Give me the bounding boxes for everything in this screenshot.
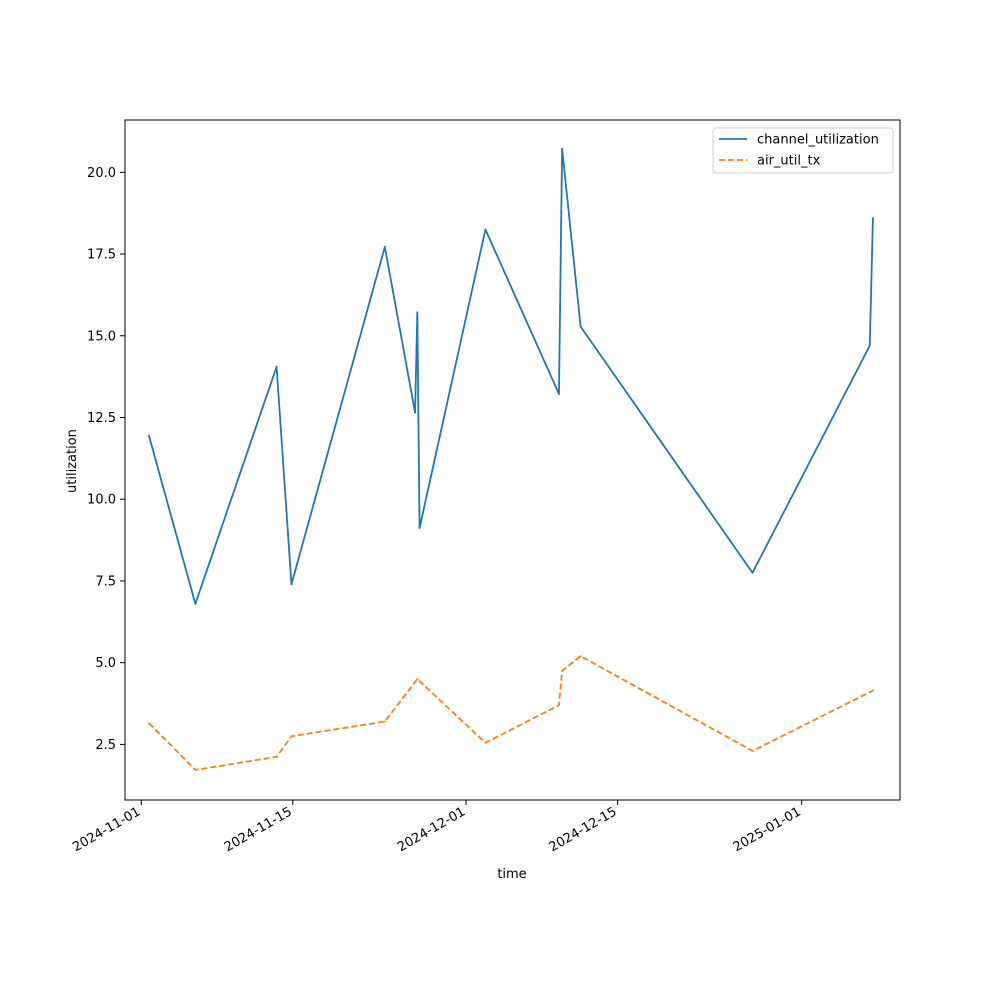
data-point-channel_utilization-9	[558, 393, 560, 395]
data-point-channel_utilization-2	[275, 365, 278, 368]
y-tick-label-7: 20.0	[87, 166, 116, 181]
legend: channel_utilization air_util_tx	[712, 127, 894, 174]
data-point-air_util_tx-11	[872, 689, 874, 692]
data-point-channel_utilization-10	[561, 147, 564, 150]
data-point-air_util_tx-10	[751, 750, 754, 752]
data-point-channel_utilization-12	[751, 571, 754, 574]
data-point-air_util_tx-3	[290, 735, 293, 738]
data-point-channel_utilization-5	[414, 411, 416, 414]
plot-frame	[124, 119, 901, 801]
data-point-channel_utilization-11	[579, 325, 582, 328]
y-tick-label-2: 7.5	[95, 574, 116, 589]
data-point-channel_utilization-0	[148, 434, 150, 437]
y-tick-label-6: 17.5	[87, 248, 116, 263]
legend-box	[712, 127, 894, 174]
data-point-channel_utilization-7	[418, 527, 421, 529]
data-point-air_util_tx-5	[416, 678, 419, 680]
data-point-air_util_tx-8	[561, 669, 564, 672]
data-point-air_util_tx-6	[484, 741, 487, 744]
data-point-channel_utilization-1	[194, 602, 197, 605]
y-tick-label-0: 2.5	[95, 738, 116, 753]
data-point-channel_utilization-3	[290, 583, 293, 586]
data-point-air_util_tx-7	[558, 704, 560, 707]
series-layer	[148, 147, 874, 771]
legend-label-channel_utilization: channel_utilization	[757, 133, 879, 148]
data-point-air_util_tx-0	[148, 722, 150, 725]
y-tick-label-3: 10.0	[87, 493, 116, 508]
data-point-channel_utilization-4	[383, 245, 386, 248]
data-point-channel_utilization-13	[868, 344, 871, 347]
series-line-air_util_tx	[148, 655, 874, 771]
legend-label-air_util_tx: air_util_tx	[757, 154, 821, 169]
y-tick-label-4: 12.5	[87, 411, 116, 426]
x-axis-label: time	[497, 867, 526, 882]
data-point-channel_utilization-8	[484, 228, 487, 231]
data-point-air_util_tx-1	[194, 769, 197, 771]
data-point-channel_utilization-14	[872, 217, 874, 219]
data-point-air_util_tx-2	[275, 755, 278, 758]
y-axis-label: utilization	[65, 429, 80, 493]
y-axis: 2.5 5.0 7.5 10.0 12.5 15.0 17.5 20.0	[87, 166, 125, 753]
y-tick-label-5: 15.0	[87, 329, 116, 344]
data-point-channel_utilization-6	[416, 311, 419, 314]
y-tick-label-1: 5.0	[95, 656, 116, 671]
data-point-air_util_tx-4	[383, 720, 386, 723]
data-point-air_util_tx-9	[579, 655, 582, 658]
